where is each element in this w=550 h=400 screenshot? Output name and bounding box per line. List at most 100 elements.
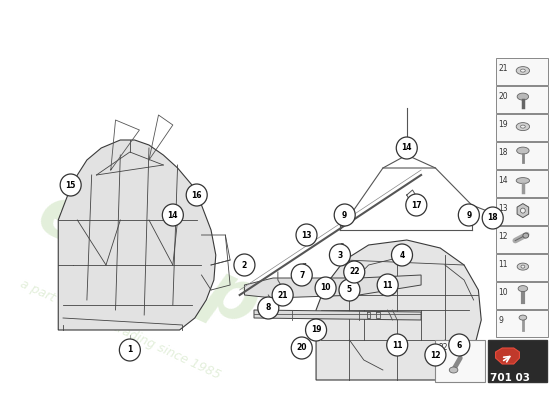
Text: 20: 20 [498,92,508,101]
Circle shape [334,204,355,226]
Text: 12: 12 [498,232,508,241]
Ellipse shape [520,69,525,72]
Text: 4: 4 [399,250,405,260]
Circle shape [292,264,312,286]
Ellipse shape [449,367,458,373]
Text: 5: 5 [347,286,352,294]
Text: 9: 9 [466,210,471,220]
Text: 11: 11 [392,340,403,350]
Text: 21: 21 [498,64,508,73]
Circle shape [425,344,446,366]
Circle shape [306,319,327,341]
Text: 20: 20 [296,344,307,352]
Bar [496,226,548,253]
Text: 9: 9 [342,210,348,220]
Circle shape [315,277,336,299]
Text: 13: 13 [301,230,312,240]
Circle shape [272,284,293,306]
Polygon shape [244,275,421,298]
Circle shape [60,174,81,196]
Bar [496,170,548,197]
Ellipse shape [516,178,530,184]
Text: 10: 10 [498,288,508,297]
Circle shape [119,339,140,361]
Text: 10: 10 [320,284,331,292]
Circle shape [377,274,398,296]
Ellipse shape [516,67,530,74]
Ellipse shape [518,286,527,292]
Text: 19: 19 [311,326,321,334]
Text: 22: 22 [438,343,448,352]
Bar [496,58,548,85]
Bar [488,340,547,382]
Polygon shape [58,140,216,330]
Text: 11: 11 [382,280,393,290]
Text: 11: 11 [498,260,508,269]
Text: 17: 17 [411,200,422,210]
Text: 22: 22 [349,268,360,276]
Circle shape [344,261,365,283]
Ellipse shape [519,315,527,320]
Text: 8: 8 [266,304,271,312]
Text: 18: 18 [498,148,508,157]
Circle shape [458,204,480,226]
Bar [496,114,548,141]
Ellipse shape [516,122,530,130]
Text: 14: 14 [168,210,178,220]
Text: 18: 18 [487,214,498,222]
Text: 13: 13 [498,204,508,213]
Text: 6: 6 [456,340,462,350]
Circle shape [162,204,183,226]
Circle shape [292,337,312,359]
Circle shape [296,224,317,246]
Text: 7: 7 [299,270,304,280]
Text: europ: europ [27,178,271,342]
Text: 21: 21 [277,290,288,300]
Circle shape [482,207,503,229]
Circle shape [406,194,427,216]
Ellipse shape [516,147,529,154]
Text: 12: 12 [430,350,441,360]
Ellipse shape [523,233,529,238]
Bar [496,282,548,309]
Circle shape [387,334,408,356]
Text: 15: 15 [65,180,76,190]
Polygon shape [316,240,481,380]
Text: 16: 16 [191,190,202,200]
Text: a part company trading since 1985: a part company trading since 1985 [18,278,223,382]
Text: 3: 3 [337,250,343,260]
Text: 9: 9 [498,316,503,325]
Polygon shape [254,310,421,320]
Text: 2: 2 [242,260,247,270]
Text: 3: 3 [339,244,344,252]
Ellipse shape [520,208,525,213]
Circle shape [449,334,470,356]
Text: 17: 17 [414,196,423,204]
Circle shape [396,137,417,159]
Ellipse shape [521,265,525,268]
Text: 701 03: 701 03 [490,373,530,383]
Ellipse shape [517,93,529,100]
Text: 16: 16 [190,188,200,198]
Circle shape [392,244,412,266]
Text: 15: 15 [66,178,75,188]
Circle shape [329,244,350,266]
Polygon shape [496,348,519,364]
Circle shape [339,279,360,301]
Bar [436,340,485,382]
Text: 19: 19 [498,120,508,129]
Bar [496,142,548,169]
Text: 8: 8 [263,296,268,306]
Text: 14: 14 [498,176,508,185]
Text: 2: 2 [244,258,249,266]
Text: 14: 14 [402,144,412,152]
Ellipse shape [520,125,525,128]
Circle shape [234,254,255,276]
Text: 5: 5 [349,280,354,288]
Text: 1: 1 [127,346,133,354]
Ellipse shape [517,263,529,270]
Bar [496,254,548,281]
Bar [496,310,548,337]
Circle shape [258,297,279,319]
Circle shape [186,184,207,206]
